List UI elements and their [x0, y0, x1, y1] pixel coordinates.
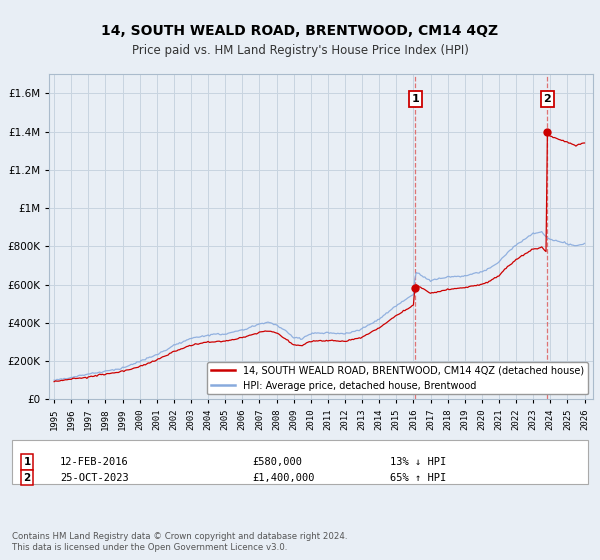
Text: 1: 1 [412, 94, 419, 104]
Legend: 14, SOUTH WEALD ROAD, BRENTWOOD, CM14 4QZ (detached house), HPI: Average price, : 14, SOUTH WEALD ROAD, BRENTWOOD, CM14 4Q… [207, 362, 588, 394]
Text: 14, SOUTH WEALD ROAD, BRENTWOOD, CM14 4QZ: 14, SOUTH WEALD ROAD, BRENTWOOD, CM14 4Q… [101, 24, 499, 38]
Text: 13% ↓ HPI: 13% ↓ HPI [390, 457, 446, 467]
Text: Contains HM Land Registry data © Crown copyright and database right 2024.
This d: Contains HM Land Registry data © Crown c… [12, 532, 347, 552]
Text: 65% ↑ HPI: 65% ↑ HPI [390, 473, 446, 483]
Text: 25-OCT-2023: 25-OCT-2023 [60, 473, 129, 483]
Text: 1: 1 [23, 457, 31, 467]
Text: 12-FEB-2016: 12-FEB-2016 [60, 457, 129, 467]
Text: £1,400,000: £1,400,000 [252, 473, 314, 483]
Text: 2: 2 [544, 94, 551, 104]
Text: £580,000: £580,000 [252, 457, 302, 467]
Text: 2: 2 [23, 473, 31, 483]
Text: Price paid vs. HM Land Registry's House Price Index (HPI): Price paid vs. HM Land Registry's House … [131, 44, 469, 57]
